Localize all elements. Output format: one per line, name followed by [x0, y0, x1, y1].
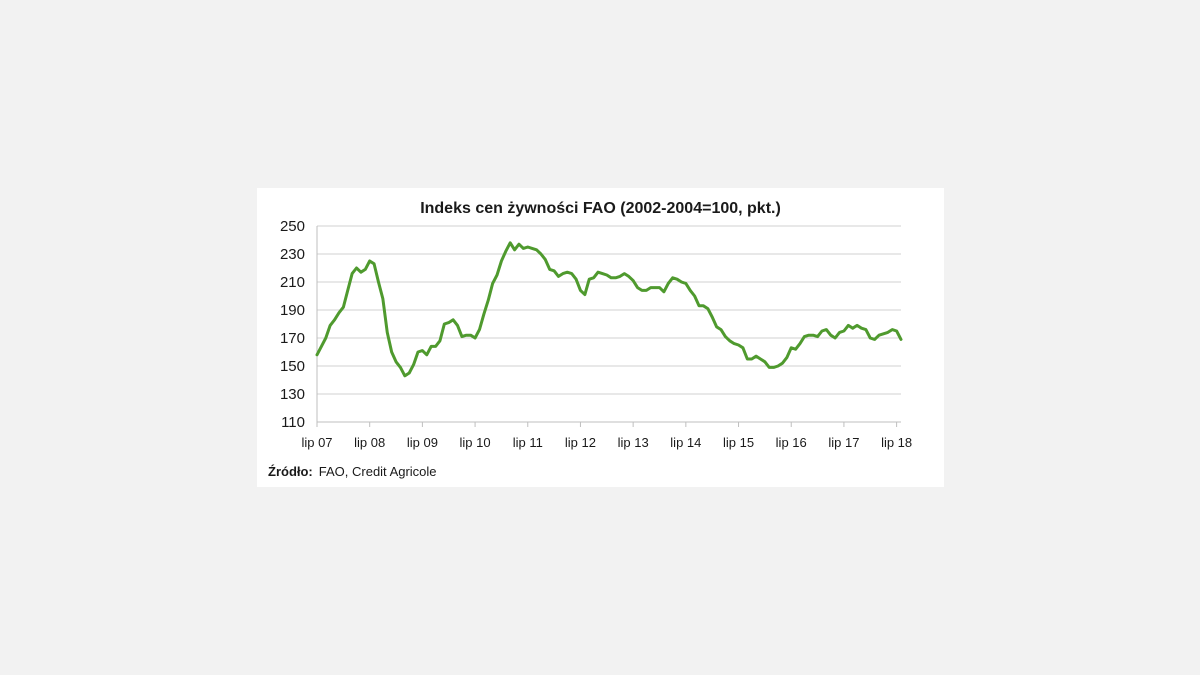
x-tick-label: lip 17	[828, 435, 859, 450]
y-tick-label: 130	[280, 386, 305, 403]
x-tick-label: lip 08	[354, 435, 385, 450]
source-text: FAO, Credit Agricole	[318, 464, 437, 479]
chart-title: Indeks cen żywności FAO (2002-2004=100, …	[420, 200, 781, 217]
x-tick-label: lip 12	[565, 435, 596, 450]
source-label: Źródło:	[268, 464, 313, 479]
x-tick-label: lip 14	[670, 435, 701, 450]
y-tick-label: 110	[281, 414, 305, 431]
x-tick-label: lip 09	[407, 435, 438, 450]
x-tick-label: lip 11	[513, 435, 543, 450]
y-tick-label: 150	[280, 358, 305, 375]
y-tick-label: 250	[280, 218, 305, 235]
chart-plot: 110 130 150 170 190 210 230 250 lip 07 lip 08 lip …	[280, 218, 912, 450]
series-line	[315, 241, 903, 378]
x-tick-label: lip 15	[723, 435, 754, 450]
x-tick-label: lip 18	[881, 435, 912, 450]
chart-card: Indeks cen żywności FAO (2002-2004=100, …	[257, 188, 944, 487]
x-tick-label: lip 13	[618, 435, 649, 450]
y-tick-label: 230	[280, 246, 305, 263]
x-tick-label: lip 07	[301, 435, 332, 450]
x-tick-label: lip 10	[460, 435, 491, 450]
y-tick-label: 210	[280, 274, 305, 291]
y-tick-label: 170	[280, 330, 305, 347]
source-line: Źródło: FAO, Credit Agricole	[268, 464, 437, 479]
x-tick-label: lip 16	[776, 435, 807, 450]
y-tick-label: 190	[280, 302, 305, 319]
